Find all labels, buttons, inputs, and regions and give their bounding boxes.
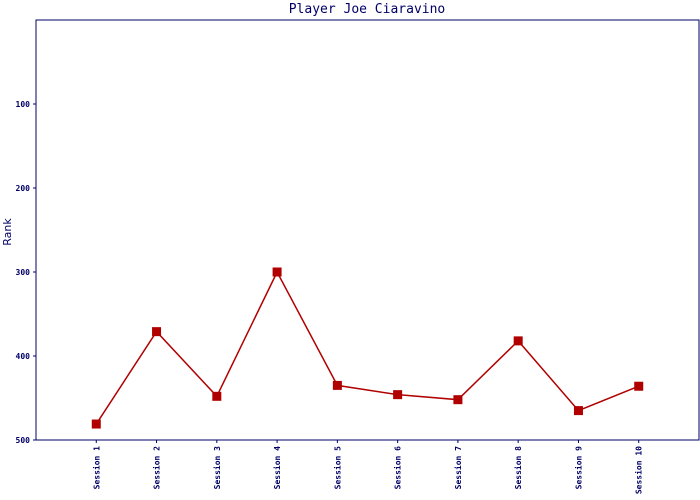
point xyxy=(212,391,222,401)
point xyxy=(393,390,403,400)
x-tick-label: Session 1 xyxy=(91,446,101,490)
point xyxy=(453,395,463,405)
y-tick-label: 400 xyxy=(16,352,31,361)
point xyxy=(272,267,282,277)
x-tick-label: Session 9 xyxy=(573,446,583,490)
point xyxy=(513,336,523,346)
point xyxy=(91,419,101,429)
point xyxy=(634,381,644,391)
y-tick-label: 300 xyxy=(16,268,31,277)
plot-frame xyxy=(35,19,700,441)
x-tick-label: Session 8 xyxy=(513,446,523,490)
chart-title: Player Joe Ciaravino xyxy=(289,2,446,17)
series-line xyxy=(95,270,640,425)
y-tick-label: 500 xyxy=(16,436,31,445)
x-tick-label: Session 10 xyxy=(634,446,644,494)
x-tick-label: Session 4 xyxy=(272,446,282,490)
x-tick-label: Session 6 xyxy=(393,446,403,490)
x-tick-label: Session 7 xyxy=(453,446,463,490)
point xyxy=(152,327,162,337)
x-tick-label: Session 5 xyxy=(332,446,342,490)
y-tick-label: 200 xyxy=(16,184,31,193)
y-tick-label: 100 xyxy=(16,100,31,109)
x-tick-label: Session 2 xyxy=(152,446,162,490)
y-axis-label: Rank xyxy=(1,218,14,246)
point xyxy=(332,380,342,390)
point xyxy=(573,406,583,416)
x-tick-label: Session 3 xyxy=(212,446,222,490)
